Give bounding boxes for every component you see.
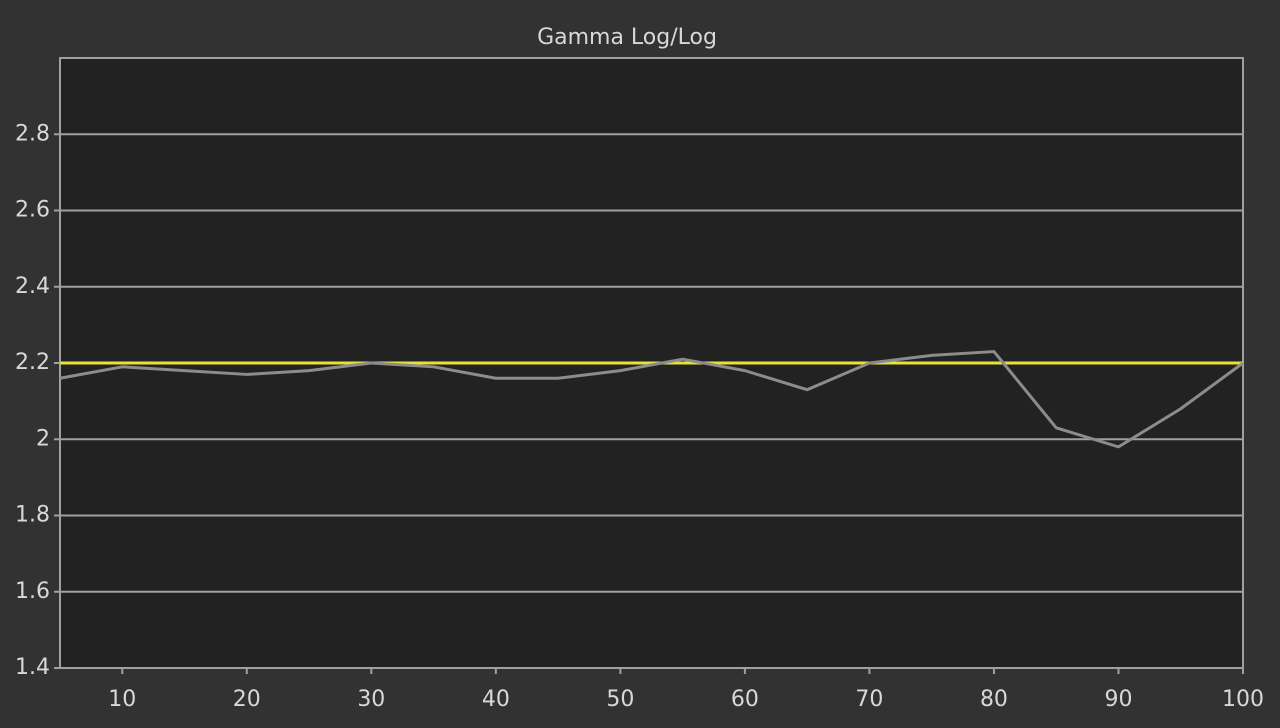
x-tick-label: 90 [1104, 687, 1132, 712]
y-tick-label: 2.8 [15, 121, 50, 146]
x-tick-label: 100 [1222, 687, 1264, 712]
y-tick-label: 2.2 [15, 350, 50, 375]
x-tick-label: 70 [855, 687, 883, 712]
y-tick-label: 2.4 [15, 274, 50, 299]
x-tick-label: 80 [980, 687, 1008, 712]
y-tick-label: 2.6 [15, 198, 50, 223]
chart-title: Gamma Log/Log [537, 25, 717, 50]
x-tick-label: 40 [482, 687, 510, 712]
x-tick-label: 10 [108, 687, 136, 712]
x-tick-label: 50 [606, 687, 634, 712]
y-tick-label: 2 [36, 426, 50, 451]
y-tick-label: 1.8 [15, 503, 50, 528]
x-tick-label: 20 [233, 687, 261, 712]
x-tick-label: 30 [357, 687, 385, 712]
x-tick-label: 60 [731, 687, 759, 712]
y-tick-label: 1.4 [15, 655, 50, 680]
series-line [59, 350, 1244, 449]
y-tick-label: 1.6 [15, 579, 50, 604]
